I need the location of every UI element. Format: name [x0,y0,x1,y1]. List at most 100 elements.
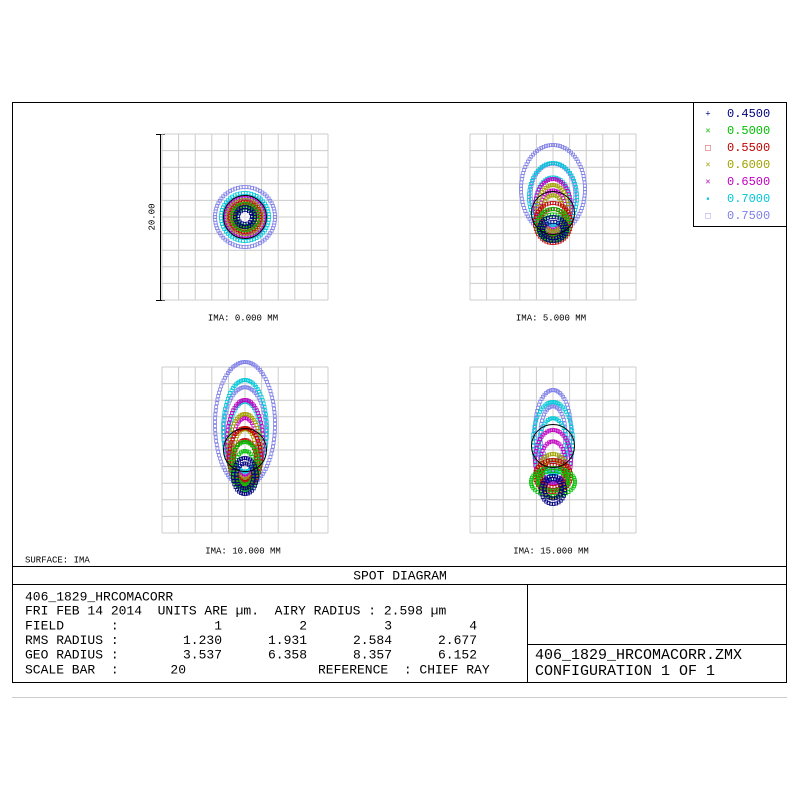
legend-symbol: + [705,109,710,119]
spot [271,444,275,449]
spot [549,501,553,506]
spot [264,420,269,424]
spot [260,428,265,433]
spot [544,162,548,167]
spot [242,426,247,430]
row-label: GEO RADIUS : [25,647,119,662]
spot [214,442,219,447]
spot [580,203,585,207]
spot [552,183,556,187]
legend-label: 0.7000 [727,192,770,206]
row-label: RMS RADIUS : [25,633,119,648]
airy-disk [223,428,267,472]
spot [259,197,264,202]
spot [271,399,275,404]
frame [12,102,787,683]
spot [245,449,249,454]
spot [255,474,259,478]
spot [221,430,225,434]
spot [215,446,220,451]
spot [531,152,535,157]
scale-label: 20.00 [147,203,157,230]
spot [269,451,274,456]
spot [534,412,539,417]
spot [256,457,261,461]
spot [237,441,242,446]
configuration: CONFIGURATION 1 OF 1 [535,663,715,680]
spot [547,452,552,457]
spot [531,428,536,433]
spot [560,225,564,229]
spot [227,233,232,238]
spot [258,448,263,453]
spot [219,459,224,464]
spot [519,177,524,182]
spot [273,418,277,423]
spot [271,403,276,407]
spot [565,443,569,448]
spot [568,421,573,426]
spot [549,428,554,433]
spot [583,183,587,188]
spot [227,447,232,451]
spot [533,435,538,440]
spot [547,440,552,445]
spot [221,422,226,426]
spot [227,450,232,455]
spot [555,228,560,233]
spot [553,496,558,500]
spot [263,408,268,413]
spot [271,441,276,445]
spot [548,193,553,198]
spot [254,470,259,475]
spot [545,429,550,434]
spot [553,229,558,234]
spot [242,486,247,491]
spot [245,491,250,496]
title: SPOT DIAGRAM [353,568,447,583]
spot [566,202,571,206]
spot [551,439,556,444]
spot [551,488,555,493]
spot [529,480,533,484]
spot [536,465,540,469]
spot [244,486,249,491]
spot [265,428,269,432]
spot [272,429,277,434]
spot [256,225,261,230]
spot [547,428,552,433]
spot [574,191,579,196]
spot [549,439,554,444]
spot [529,482,534,487]
spot [264,235,269,240]
airy-disk [531,191,575,235]
spot [241,491,246,496]
spot [222,410,227,415]
spot [551,494,555,498]
spot [543,144,548,149]
spot [553,439,558,444]
spot [262,405,267,409]
legend-label: 0.4500 [727,107,770,121]
legend-symbol: □ [705,211,711,221]
spot [225,198,230,203]
spot [553,188,558,193]
spot [267,458,272,463]
spot [555,478,560,483]
spot [533,459,537,464]
spot [272,410,277,415]
panel: IMA: 10.000 MM [161,360,329,556]
spot [582,193,587,198]
spot [560,145,565,149]
spot [581,200,586,204]
spot [570,428,575,433]
spot [553,143,558,148]
panel-label: IMA: 10.000 MM [205,546,281,556]
panel-label: IMA: 0.000 MM [208,313,278,323]
spot [230,203,235,208]
lens-name: 406_1829_HRCOMACORR [25,589,173,604]
spot [569,424,573,428]
spot [243,482,248,487]
spot [537,230,542,235]
row-value: 3.537 [183,647,222,662]
